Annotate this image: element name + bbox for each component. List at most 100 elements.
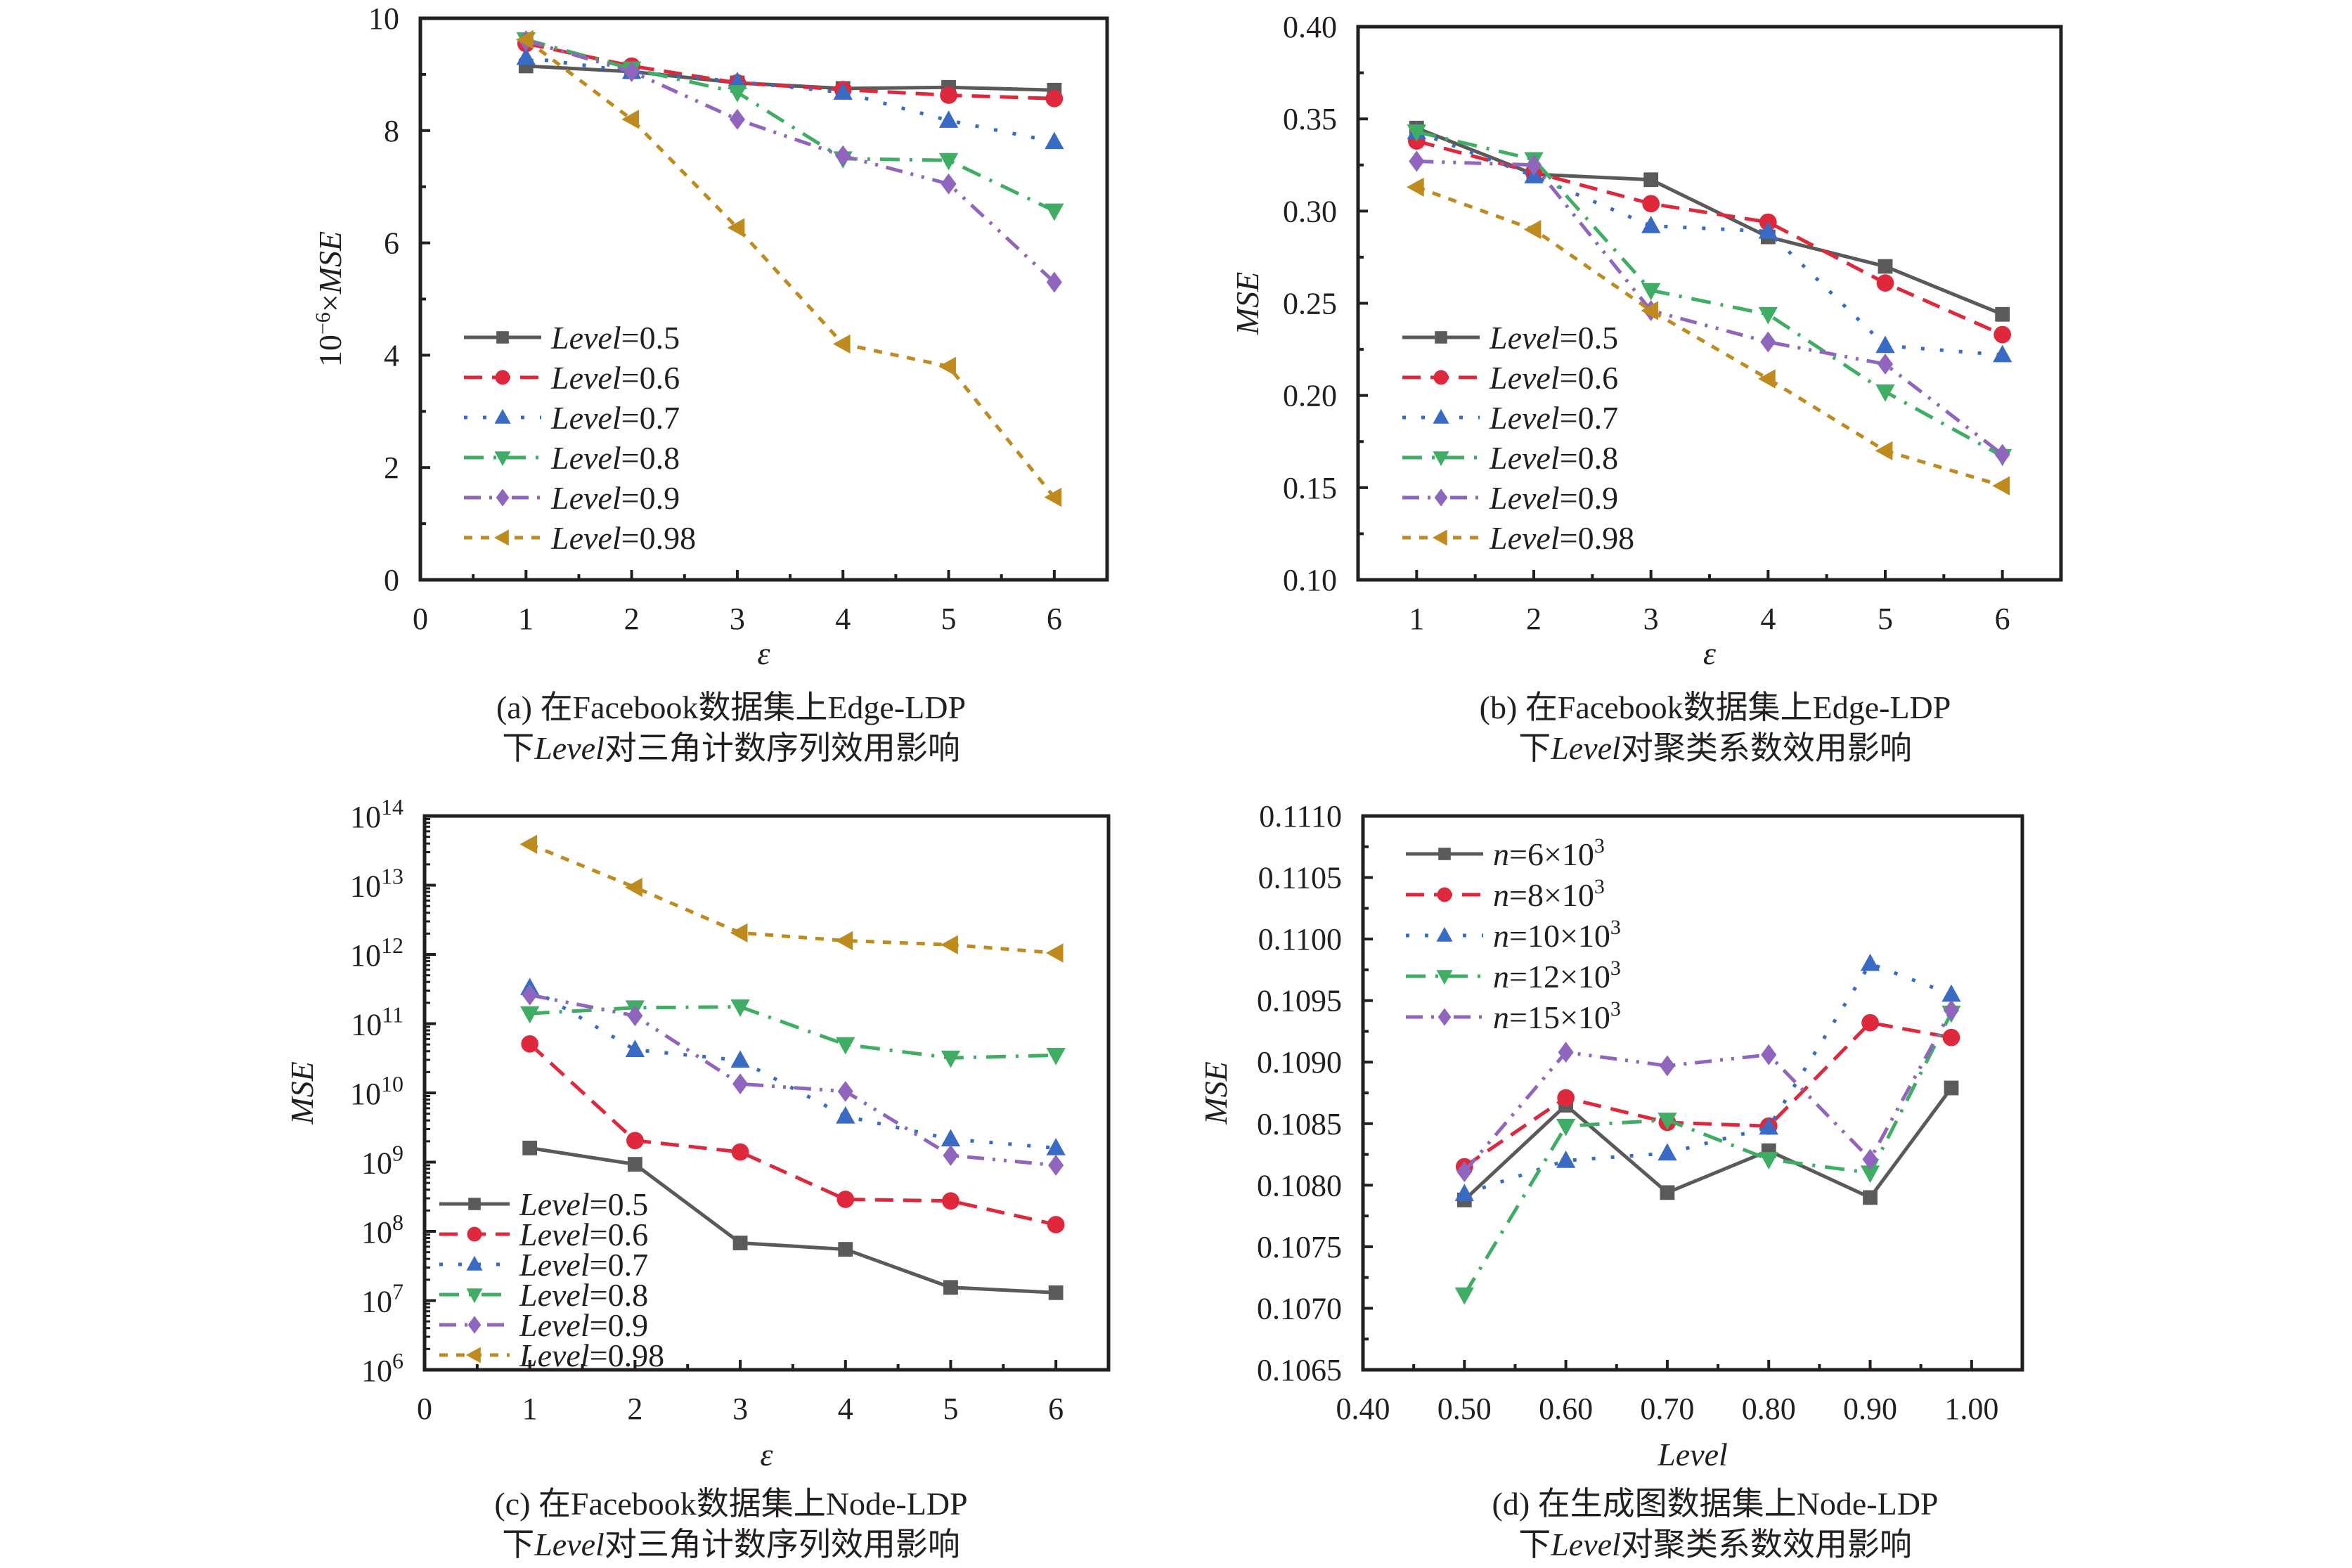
chart-b: 1 2 3 4 5 6 0.10 0.15 0.20 0.25 0.30 0.35 0.40 ε MSE Le… (1229, 10, 2063, 766)
data-point-marker (1660, 1185, 1675, 1200)
series-line (1463, 1012, 1953, 1296)
data-point-marker (1641, 301, 1659, 320)
data-point-marker (731, 1143, 749, 1161)
series-line (529, 1005, 1057, 1060)
data-point-marker (938, 110, 959, 128)
data-point-marker (1558, 1042, 1574, 1063)
series-line (1416, 126, 2003, 316)
x-axis-label: ε (757, 635, 770, 671)
caption-line-2: 下Level对三角计数序列效用影响 (502, 730, 960, 766)
data-point-marker (1048, 1285, 1064, 1300)
series-Level=0.6 (1407, 132, 2012, 344)
data-point-marker (1759, 1117, 1778, 1135)
y-tick-label: 0.1100 (1258, 922, 1342, 957)
y-tick-label: 0.1065 (1257, 1353, 1342, 1387)
legend-label: Level=0.6 (519, 1217, 648, 1252)
series-line (529, 1042, 1057, 1226)
y-tick-label: 0.1090 (1257, 1045, 1342, 1080)
x-axis-label: ε (760, 1437, 773, 1472)
data-point-marker (1557, 1089, 1575, 1107)
data-point-marker (521, 1035, 539, 1053)
y-tick-label: 0.1080 (1257, 1168, 1342, 1203)
y-tick-label: 0.40 (1283, 10, 1337, 44)
data-point-marker (837, 1080, 853, 1102)
data-point-marker (1942, 1028, 1960, 1047)
x-tick-label: 6 (1047, 602, 1062, 636)
series-Level=0.98 (519, 834, 1064, 963)
x-tick-label: 4 (838, 1392, 853, 1426)
data-point-marker (1862, 1148, 1878, 1170)
data-point-marker (623, 60, 640, 82)
data-point-marker (1658, 1113, 1677, 1130)
legend: Level=0.5Level=0.6Level=0.7Level=0.8Leve… (439, 1186, 664, 1373)
data-point-marker (1046, 1138, 1066, 1155)
data-point-marker (1760, 331, 1776, 353)
series-line (1416, 130, 2003, 357)
series-Level=0.7 (520, 978, 1066, 1155)
x-tick-label: 0 (413, 602, 428, 636)
data-point-marker (730, 923, 748, 942)
x-tick-label: 5 (943, 1392, 958, 1426)
y-tick-label: 0.1110 (1259, 799, 1342, 834)
series-line (1416, 139, 2003, 337)
y-tick-label: 8 (384, 114, 399, 148)
y-tick-label: 107 (361, 1279, 403, 1319)
legend-label: Level=0.5 (550, 320, 680, 356)
legend-marker (493, 529, 509, 546)
legend-marker (465, 1347, 481, 1363)
plot-frame (418, 16, 1109, 582)
series-line (1416, 185, 2003, 488)
data-point-marker (941, 173, 957, 195)
x-axis-label: ε (1703, 635, 1717, 671)
data-point-marker (943, 1280, 958, 1295)
data-point-marker (1877, 354, 1894, 375)
data-point-marker (1525, 154, 1542, 176)
legend-label: Level=0.8 (1489, 440, 1618, 476)
legend-label: Level=0.8 (519, 1277, 648, 1313)
x-tick-label: 0.50 (1437, 1392, 1492, 1426)
data-point-marker (943, 1145, 959, 1166)
series-Level=0.7 (1407, 122, 2012, 363)
series-Level=0.98 (1407, 177, 2010, 495)
caption-line-1: (a) 在Facebook数据集上Edge-LDP (496, 689, 966, 725)
legend-label: n=15×103 (1493, 997, 1621, 1035)
x-tick-label: 3 (1643, 602, 1659, 636)
x-tick-label: 5 (1878, 602, 1893, 636)
data-point-marker (522, 984, 538, 1006)
caption-line-2: 下Level对三角计数序列效用影响 (502, 1527, 960, 1562)
legend-label: Level=0.9 (519, 1307, 648, 1343)
legend-marker (495, 370, 510, 385)
data-point-marker (835, 145, 851, 167)
y-tick-label: 1012 (350, 933, 403, 973)
legend-label: Level=0.8 (550, 440, 680, 476)
y-tick-label: 0.10 (1283, 563, 1337, 597)
y-tick-label: 0.15 (1283, 471, 1337, 505)
data-point-marker (1454, 1184, 1474, 1201)
legend-label: n=6×103 (1493, 834, 1605, 872)
data-point-marker (1523, 219, 1542, 240)
y-tick-label: 0.25 (1283, 287, 1337, 321)
data-point-marker (1943, 999, 1960, 1021)
x-tick-label: 0 (417, 1392, 432, 1426)
series-line (525, 56, 1055, 144)
legend-label: Level=0.9 (550, 480, 680, 516)
caption-line-2: 下Level对聚类系数效用影响 (1518, 1527, 1912, 1562)
y-tick-label: 6 (384, 226, 399, 261)
data-point-marker (1758, 306, 1778, 325)
caption-line-1: (b) 在Facebook数据集上Edge-LDP (1480, 689, 1951, 725)
data-point-marker (1993, 344, 2012, 363)
data-point-marker (1045, 89, 1064, 108)
series-line (525, 39, 1056, 284)
data-point-marker (938, 356, 956, 377)
data-point-marker (625, 877, 642, 898)
series-Level=0.98 (516, 30, 1062, 507)
y-tick-label: 1010 (350, 1071, 403, 1111)
legend-label: Level=0.7 (1489, 400, 1618, 436)
x-tick-label: 1.00 (1944, 1392, 1998, 1426)
data-point-marker (732, 1073, 749, 1095)
data-point-marker (732, 1236, 748, 1250)
data-point-marker (627, 1157, 642, 1172)
legend-marker (1438, 848, 1451, 860)
data-point-marker (1861, 1013, 1879, 1032)
legend-marker (496, 331, 509, 344)
